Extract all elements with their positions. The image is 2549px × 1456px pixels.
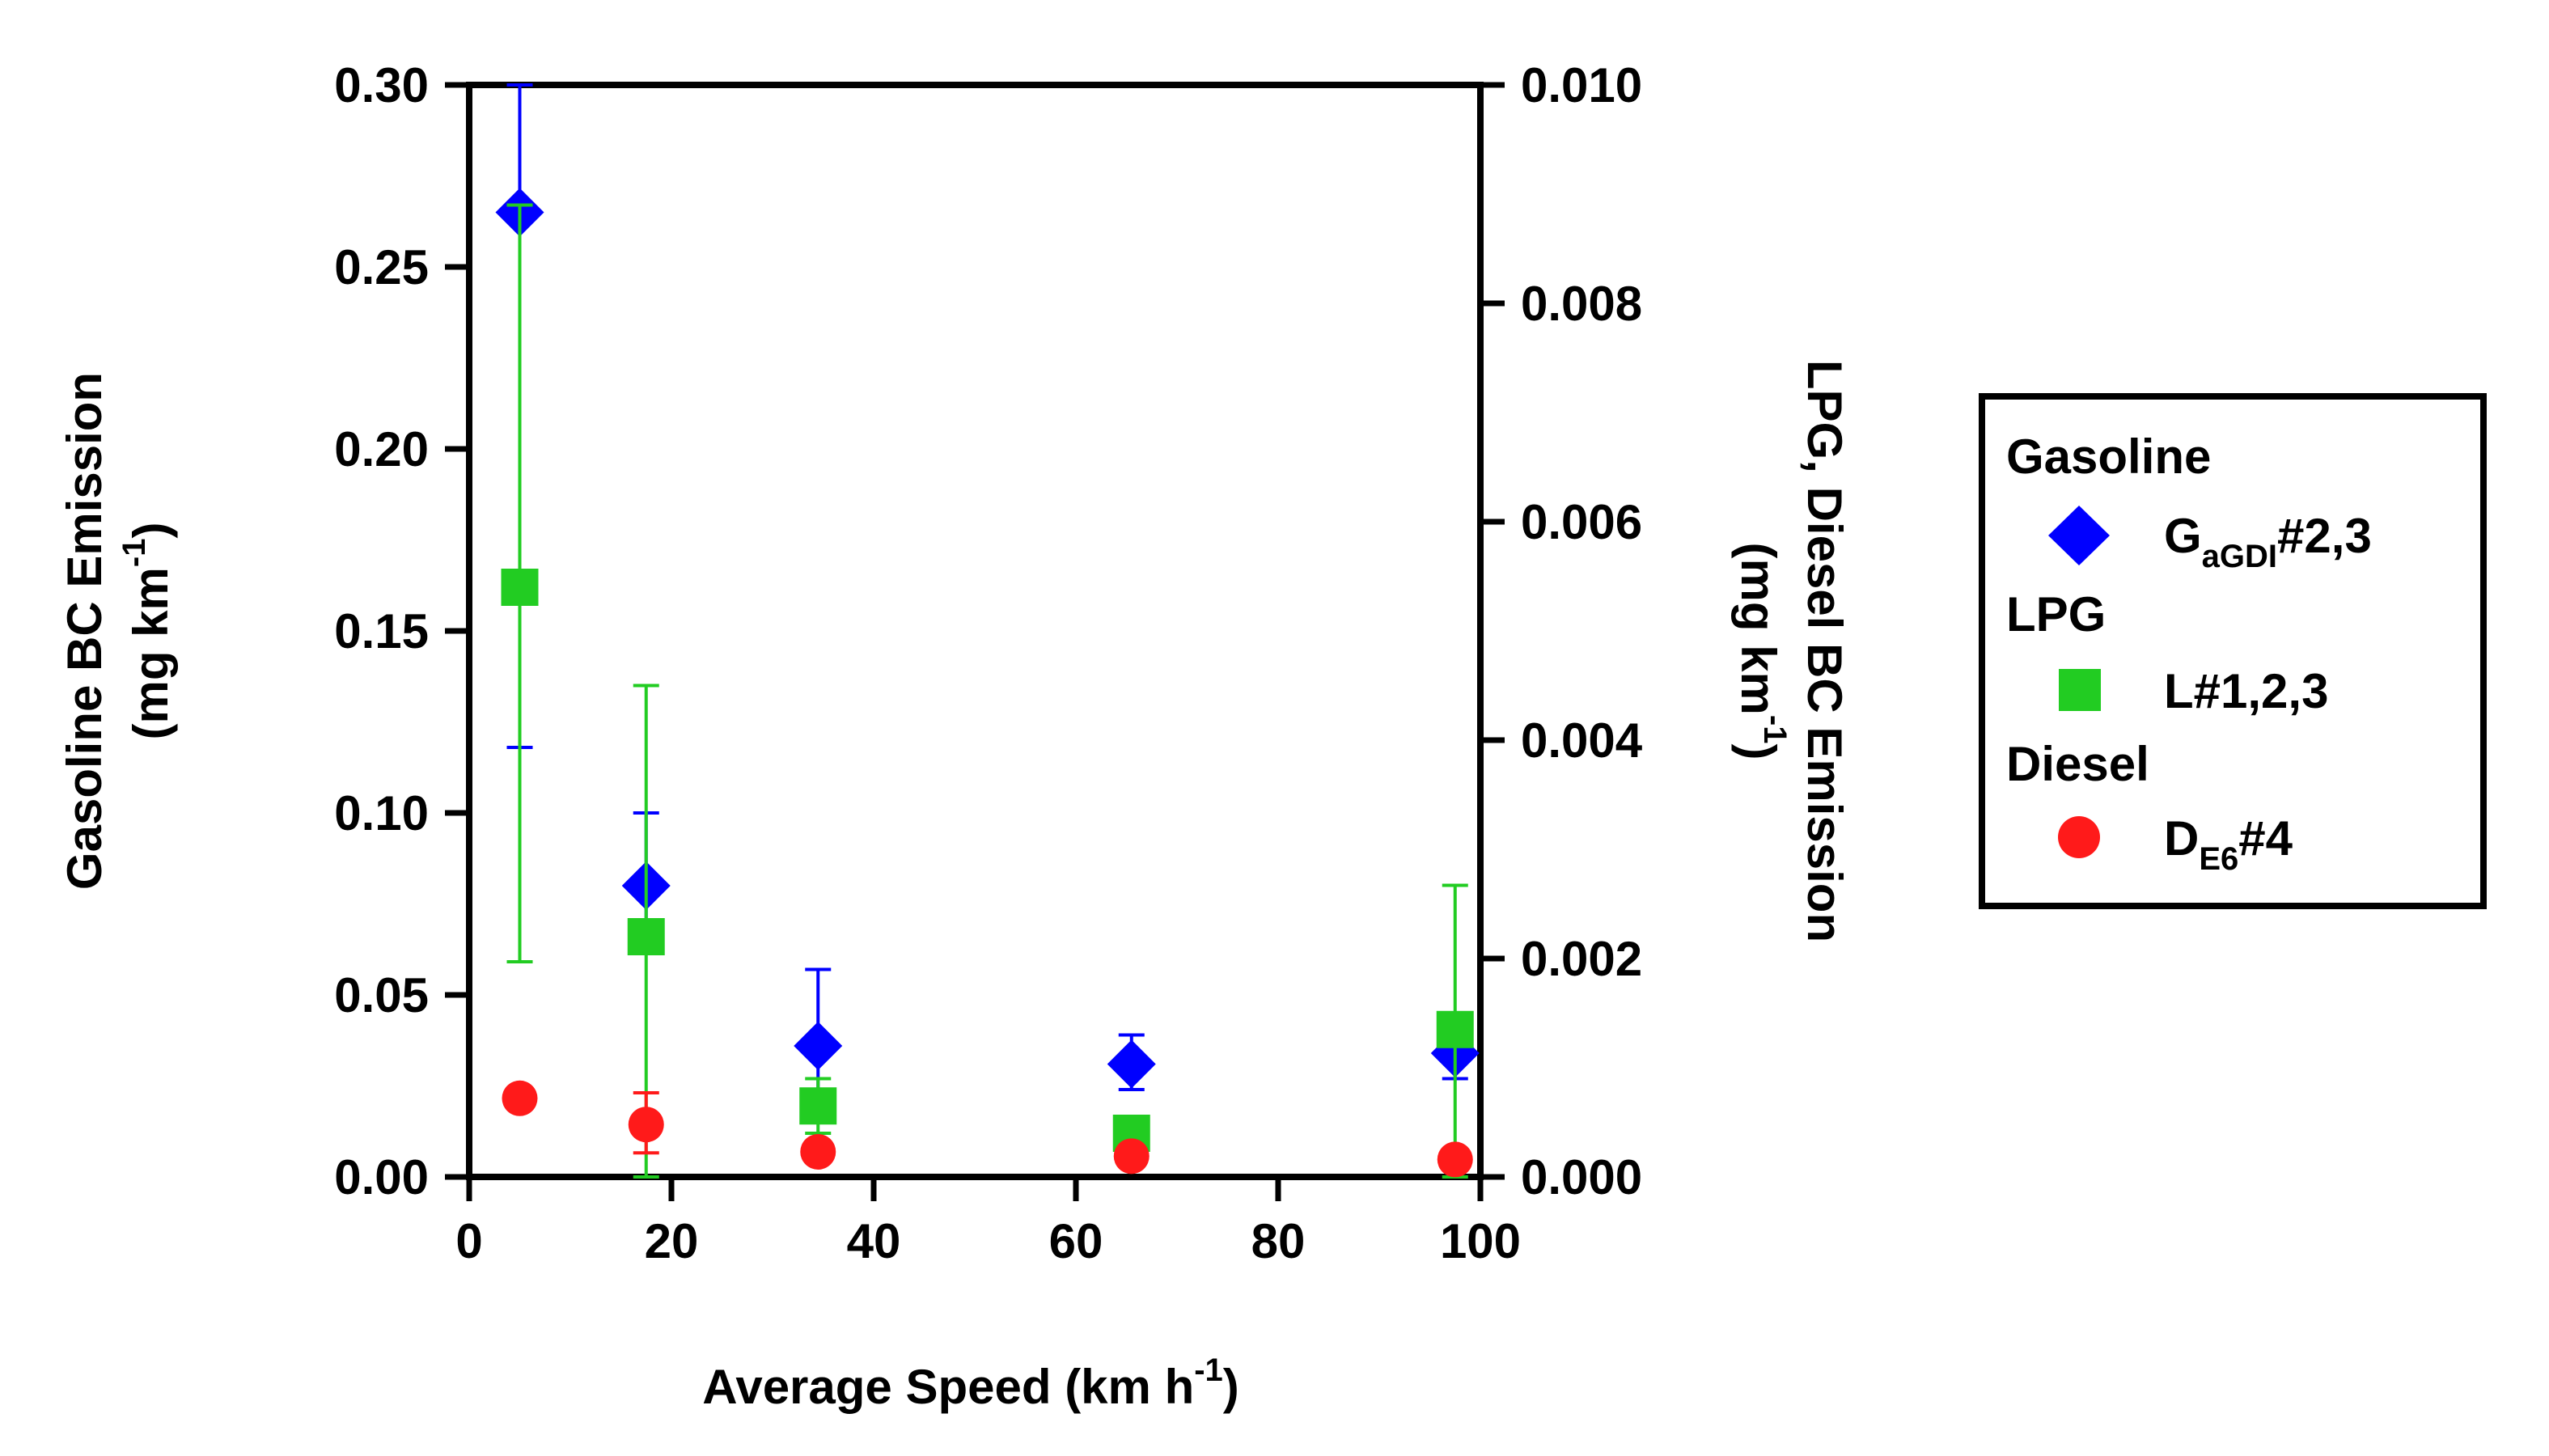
legend-label-lpg: L#1,2,3 [2164, 664, 2328, 718]
y-right-tick-label: 0.002 [1521, 932, 1642, 986]
y-axis-right: 0.000 0.002 0.004 0.006 0.008 0.010 [1480, 58, 1643, 1204]
legend-box [1979, 393, 2487, 909]
legend-group-gasoline: Gasoline [2006, 430, 2211, 484]
y-left-tick-label: 0.00 [334, 1150, 429, 1204]
y-left-tick-label: 0.10 [334, 786, 429, 840]
data-point-square [1436, 1010, 1474, 1048]
y-left-tick-label: 0.15 [334, 604, 429, 658]
series-gasoline [495, 83, 1480, 1120]
y-axis-right-title: LPG, Diesel BC Emission (mg km-1) [1731, 360, 1852, 942]
y-axis-left-title-line1: Gasoline BC Emission [57, 372, 112, 890]
plot-area [466, 82, 1484, 1180]
y-left-tick-label: 0.05 [334, 968, 429, 1022]
data-point-square [627, 918, 665, 955]
data-point-diamond [1107, 1039, 1156, 1089]
x-tick-label: 0 [455, 1214, 482, 1268]
y-axis-left-title: Gasoline BC Emission (mg km-1) [57, 372, 178, 890]
x-tick-label: 80 [1251, 1214, 1306, 1268]
x-tick-label: 60 [1049, 1214, 1103, 1268]
y-right-tick-label: 0.008 [1521, 277, 1642, 331]
data-point-circle [1437, 1141, 1473, 1178]
legend-group-diesel: Diesel [2006, 737, 2149, 791]
legend-group-lpg: LPG [2006, 587, 2106, 641]
legend-label-gasoline: GaGDI#2,3 [2164, 509, 2372, 574]
legend-circle-icon [2058, 816, 2100, 858]
data-point-circle [502, 1080, 538, 1116]
data-point-circle [628, 1107, 664, 1143]
y-left-tick-label: 0.25 [334, 240, 429, 294]
data-point-circle [800, 1133, 836, 1170]
y-right-tick-label: 0.006 [1521, 495, 1642, 549]
data-point-diamond [794, 1022, 843, 1070]
data-point-square [799, 1087, 837, 1125]
y-axis-right-title-line2: (mg km-1) [1731, 543, 1793, 760]
x-tick-label: 20 [645, 1214, 699, 1268]
data-point-circle [1113, 1138, 1150, 1175]
y-axis-right-title-line1: LPG, Diesel BC Emission [1797, 360, 1852, 942]
y-left-tick-label: 0.30 [334, 58, 429, 112]
x-tick-label: 100 [1440, 1214, 1521, 1268]
y-right-tick-label: 0.000 [1521, 1150, 1642, 1204]
legend: Gasoline GaGDI#2,3 LPG L#1,2,3 Diesel DE… [1979, 393, 2487, 909]
y-right-tick-label: 0.010 [1521, 58, 1642, 112]
legend-square-icon [2059, 669, 2101, 711]
data-point-square [501, 569, 539, 606]
y-left-tick-label: 0.20 [334, 422, 429, 476]
x-axis: 0 20 40 60 80 100 [455, 1177, 1521, 1268]
x-tick-label: 40 [847, 1214, 901, 1268]
legend-diamond-icon [2048, 506, 2110, 565]
legend-label-diesel: DE6#4 [2164, 811, 2293, 877]
series-layer [495, 83, 1480, 1179]
series-lpg [501, 203, 1474, 1179]
x-axis-title: Average Speed (km h-1) [702, 1352, 1239, 1414]
y-right-tick-label: 0.004 [1521, 713, 1643, 768]
y-axis-left-title-line2: (mg km-1) [116, 523, 178, 740]
series-diesel [502, 1080, 1473, 1178]
y-axis-left: 0.00 0.05 0.10 0.15 0.20 0.25 0.30 [334, 58, 469, 1204]
